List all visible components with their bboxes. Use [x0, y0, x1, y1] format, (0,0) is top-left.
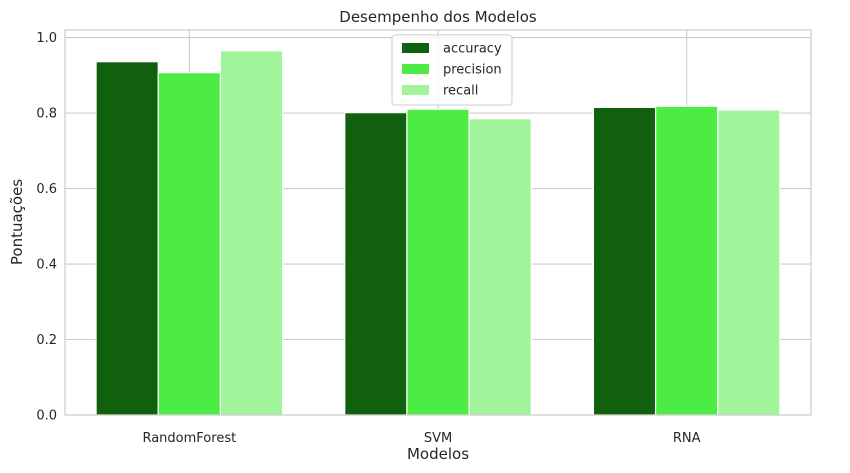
y-tick-label: 0.6	[36, 182, 57, 197]
legend-label-precision: precision	[443, 63, 502, 78]
bar-precision-RNA	[654, 105, 719, 416]
x-tick-labels: RandomForest SVM RNA	[142, 431, 700, 446]
y-tick-label: 0.0	[36, 409, 57, 424]
bar-recall-RNA	[717, 109, 781, 416]
y-axis-title: Pontuações	[8, 179, 26, 265]
plot-frame	[64, 29, 812, 416]
bar-recall-RandomForest	[219, 50, 284, 416]
x-tick-label: RandomForest	[142, 431, 236, 446]
y-tick-label: 1.0	[36, 31, 57, 46]
chart-title: Desempenho dos Modelos	[339, 8, 537, 26]
x-axis-title: Modelos	[407, 445, 469, 463]
legend-items: accuracy precision recall	[402, 42, 502, 99]
x-tick-label: SVM	[424, 431, 452, 446]
y-tick-label: 0.2	[36, 333, 57, 348]
bar-recall-SVM	[468, 118, 532, 416]
bar-accuracy-RNA	[592, 106, 657, 416]
y-tick-label: 0.8	[36, 107, 57, 122]
bar-accuracy-RandomForest	[95, 61, 159, 416]
bar-accuracy-SVM	[344, 112, 408, 416]
legend-label-recall: recall	[443, 84, 478, 99]
y-tick-label: 0.4	[36, 258, 57, 273]
legend-label-accuracy: accuracy	[443, 42, 502, 57]
legend: accuracy precision recall	[391, 34, 513, 106]
bars	[95, 50, 781, 416]
legend-swatch-recall	[402, 85, 429, 95]
bar-precision-RandomForest	[157, 72, 222, 416]
x-tick-label: RNA	[673, 431, 701, 446]
bar-precision-SVM	[406, 108, 470, 416]
legend-swatch-accuracy	[402, 43, 429, 53]
legend-swatch-precision	[402, 64, 429, 74]
y-tick-labels: 0.0 0.2 0.4 0.6 0.8 1.0	[36, 31, 57, 423]
